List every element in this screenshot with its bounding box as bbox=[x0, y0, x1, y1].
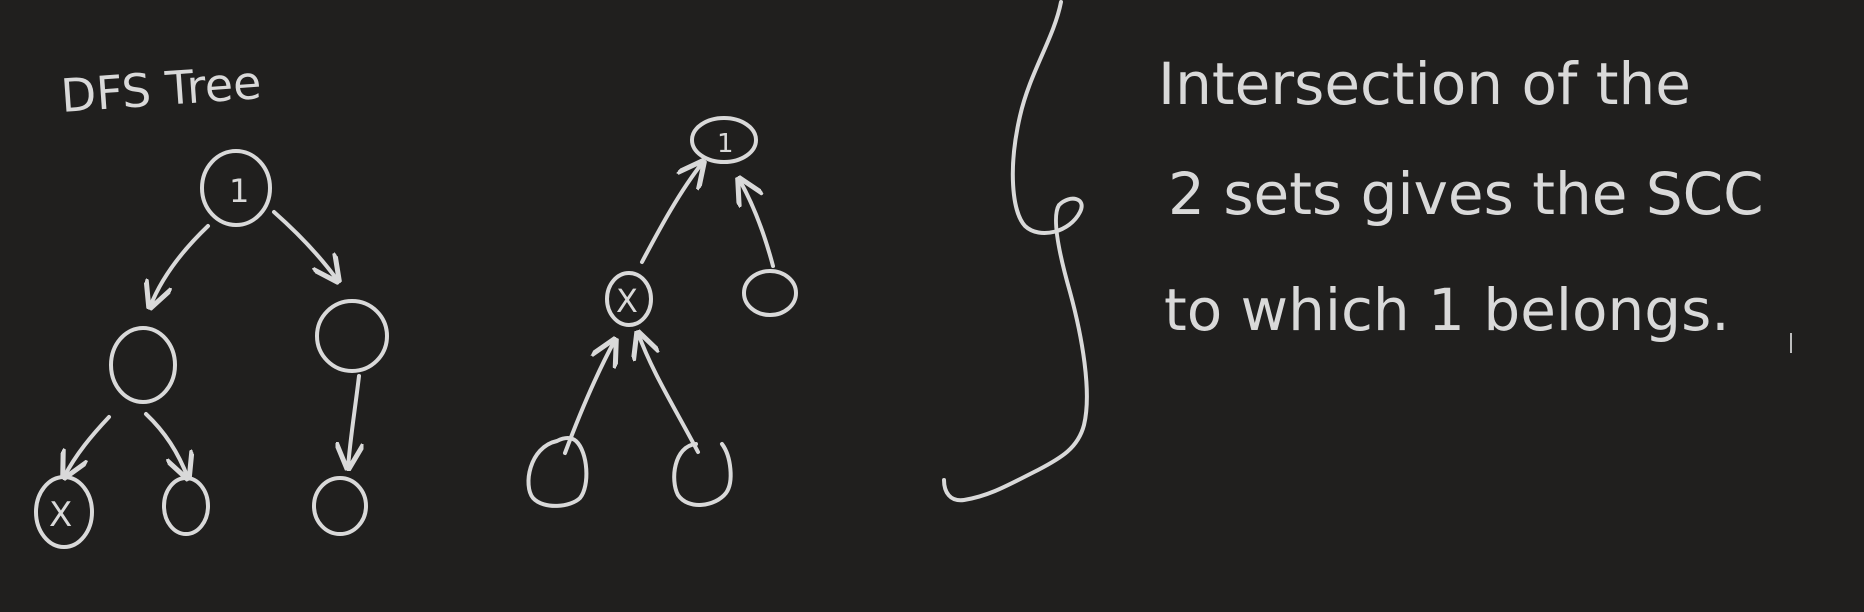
tree-edge-root-right bbox=[272, 210, 338, 281]
tree-node-right-child bbox=[315, 299, 389, 373]
tree-edge-left-to-leaf bbox=[144, 412, 188, 478]
reverse-edge-right-to-root bbox=[739, 179, 775, 268]
note-line-1: Intersection of the bbox=[1158, 50, 1691, 118]
tree-node-leaf-middle bbox=[162, 476, 210, 536]
tree-node-root: 1 bbox=[200, 149, 272, 227]
explanation-note: Intersection of the 2 sets gives the SCC… bbox=[1158, 50, 1764, 344]
reverse-edge-x-to-root bbox=[640, 162, 703, 264]
curly-brace bbox=[942, 0, 1089, 503]
note-line-3: to which 1 belongs. bbox=[1164, 276, 1730, 344]
reverse-edge-bottom-right-to-x bbox=[638, 333, 700, 454]
tree-node-root-label: 1 bbox=[229, 172, 249, 210]
tree-edge-root-left bbox=[150, 224, 210, 307]
reverse-node-root-label: 1 bbox=[717, 129, 734, 159]
text-cursor bbox=[1790, 333, 1792, 353]
reverse-node-right bbox=[742, 269, 798, 317]
tree-node-leaf-right bbox=[312, 476, 368, 536]
tree-node-x: X bbox=[34, 475, 94, 549]
tree-node-x-label: X bbox=[49, 495, 72, 535]
reverse-node-x-label: X bbox=[616, 282, 638, 320]
reverse-edge-bottom-left-to-x bbox=[563, 340, 615, 455]
tree-node-left-child bbox=[109, 326, 177, 404]
reverse-graph-diagram: 1 X bbox=[526, 116, 798, 508]
reverse-node-bottom-right bbox=[672, 442, 733, 507]
reverse-node-x: X bbox=[605, 271, 653, 327]
tree-edge-right-to-leaf bbox=[348, 374, 359, 468]
tree-edge-left-to-x bbox=[64, 415, 111, 477]
note-line-2: 2 sets gives the SCC bbox=[1168, 160, 1764, 228]
reverse-node-root: 1 bbox=[690, 116, 758, 164]
dfs-tree-diagram: DFS Tree 1 X bbox=[34, 55, 389, 549]
reverse-node-bottom-left bbox=[526, 436, 589, 508]
dfs-tree-title: DFS Tree bbox=[59, 55, 263, 123]
